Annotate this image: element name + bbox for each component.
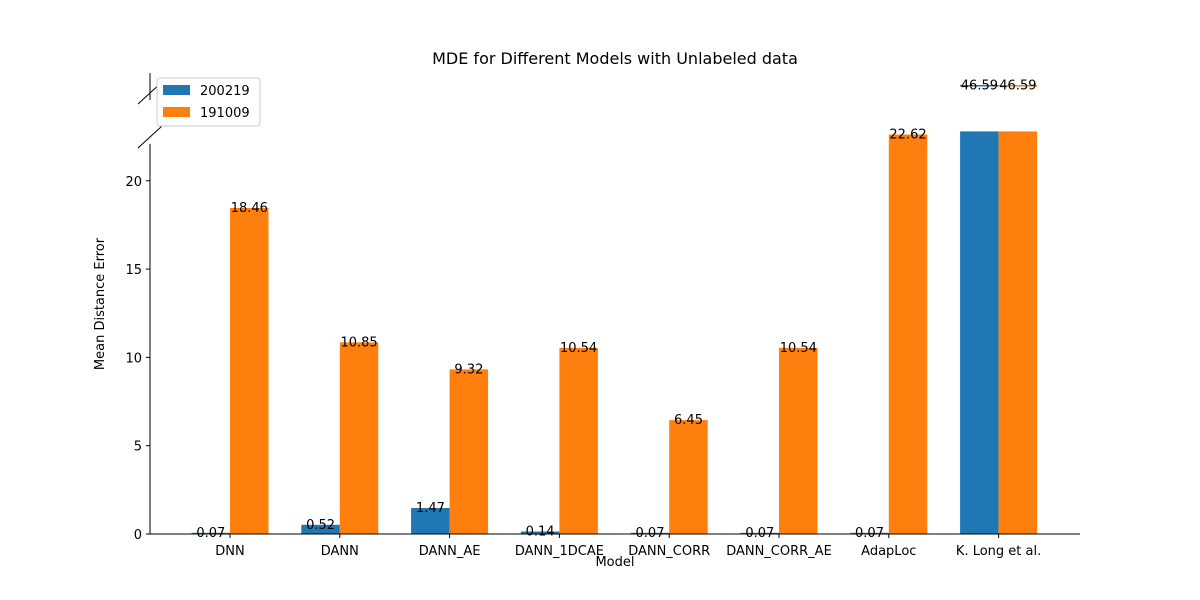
x-tick-label-6: AdapLoc <box>861 544 916 559</box>
data-label-200219-7: 46.59 <box>961 79 998 94</box>
data-label-200219-6: 0.07 <box>855 526 884 541</box>
x-tick-label-4: DANN_CORR <box>628 544 710 559</box>
bar-191009-3 <box>559 347 598 534</box>
y-tick-label-4: 20 <box>125 175 142 190</box>
y-tick-label-3: 15 <box>125 263 142 278</box>
x-tick-label-3: DANN_1DCAE <box>515 544 604 559</box>
x-tick-label-7: K. Long et al. <box>956 544 1041 559</box>
data-label-200219-0: 0.07 <box>196 526 225 541</box>
data-label-200219-3: 0.14 <box>526 525 555 540</box>
legend-swatch-191009 <box>163 107 190 117</box>
data-label-200219-5: 0.07 <box>745 526 774 541</box>
data-label-191009-0: 18.46 <box>231 201 268 216</box>
data-labels-layer: 0.07 18.46 0.52 10.85 1.47 9.32 0.14 10.54 0.07 6… <box>196 79 1036 541</box>
x-axis-label: Model <box>595 555 634 570</box>
data-label-200219-2: 1.47 <box>416 501 445 516</box>
data-label-191009-7: 46.59 <box>999 79 1036 94</box>
bar-191009-2 <box>449 369 489 534</box>
bar-191009-1 <box>339 342 379 534</box>
bar-200219-6 <box>850 532 889 534</box>
bar-200219-4 <box>630 532 670 534</box>
data-label-191009-5: 10.54 <box>780 341 817 356</box>
bars-layer <box>191 84 1038 534</box>
y-axis-label: Mean Distance Error <box>93 237 108 370</box>
y-tick-label-1: 5 <box>134 440 142 455</box>
bar-191009-7 <box>998 131 1038 534</box>
bar-191009-4 <box>669 420 708 534</box>
data-label-191009-6: 22.62 <box>889 128 926 143</box>
data-label-191009-3: 10.54 <box>560 341 597 356</box>
x-ticks-layer: DNN DANN DANN_AE DANN_1DCAE DANN_CORR DANN_CO… <box>215 534 1041 559</box>
data-label-191009-4: 6.45 <box>674 413 703 428</box>
axes <box>137 73 1080 535</box>
x-tick-label-1: DANN <box>321 544 359 559</box>
x-tick-label-2: DANN_AE <box>419 544 481 559</box>
legend-swatch-200219 <box>163 85 190 95</box>
legend: 200219 191009 <box>156 77 261 127</box>
y-tick-label-0: 0 <box>134 528 142 543</box>
data-label-200219-4: 0.07 <box>636 526 665 541</box>
bar-200219-1 <box>301 524 340 534</box>
y-ticks-layer: 0 5 10 15 20 <box>125 175 150 543</box>
legend-label-200219: 200219 <box>200 84 250 99</box>
bar-200219-0 <box>191 532 230 534</box>
bar-200219-7 <box>960 131 999 534</box>
y-tick-label-2: 10 <box>125 351 142 366</box>
bar-200219-2 <box>411 508 450 534</box>
x-tick-label-5: DANN_CORR_AE <box>726 544 832 559</box>
bar-200219-3 <box>520 531 560 534</box>
bar-191009-5 <box>779 347 818 534</box>
bar-191009-0 <box>230 208 269 534</box>
axis-break-mark-lower <box>137 125 163 149</box>
bar-200219-5 <box>740 532 779 534</box>
data-label-200219-1: 0.52 <box>306 518 335 533</box>
legend-label-191009: 191009 <box>200 106 250 121</box>
data-label-191009-1: 10.85 <box>340 335 377 350</box>
x-tick-label-0: DNN <box>215 544 244 559</box>
bar-191009-6 <box>888 134 928 534</box>
data-label-191009-2: 9.32 <box>454 362 483 377</box>
chart-title: MDE for Different Models with Unlabeled … <box>432 49 798 68</box>
